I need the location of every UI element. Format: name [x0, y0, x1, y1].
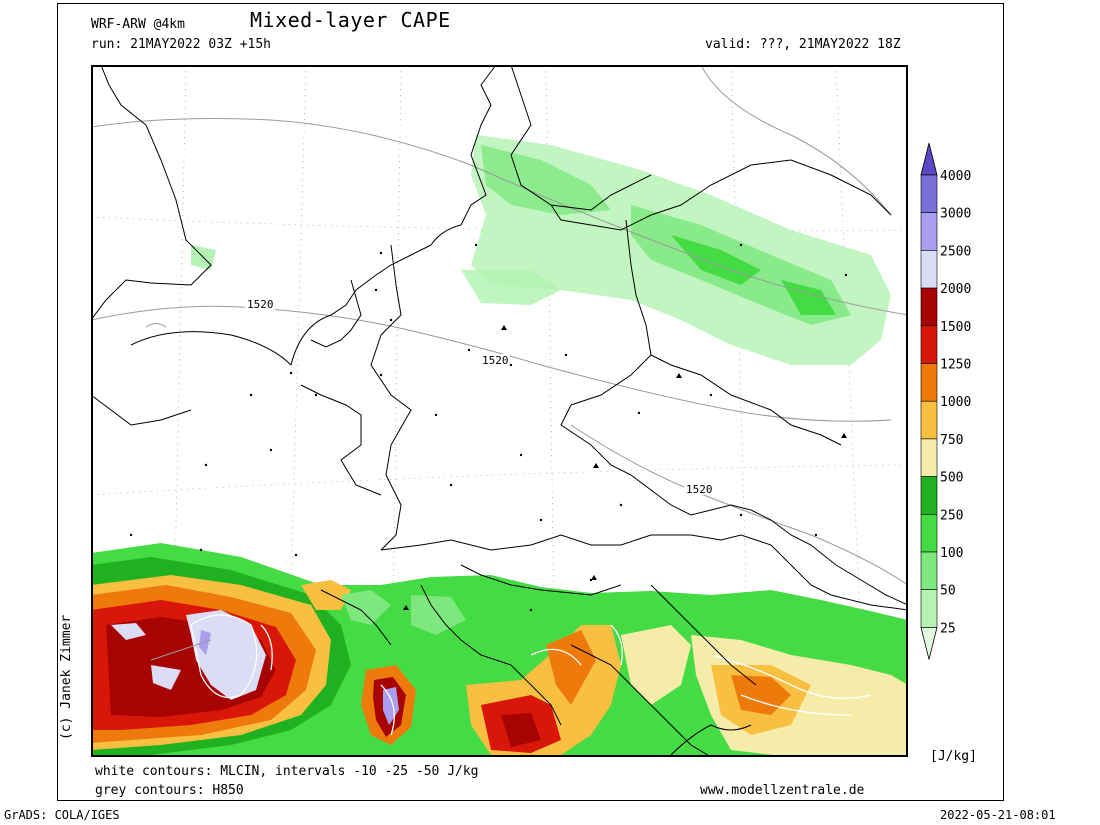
figure-frame: [57, 3, 1004, 801]
cape-south-field: [91, 543, 908, 757]
grey-contours-note: grey contours: H850: [95, 783, 244, 798]
legend-labels: 25 50 100 250 500 750 1000 1250 1500 2000 2500 3000…: [940, 169, 971, 636]
cape-map: 1520 1520 1520: [91, 65, 908, 757]
legend-swatch: [920, 250, 938, 289]
legend-label: 250: [940, 508, 963, 523]
run-label: run: 21MAY2022 03Z +15h: [91, 37, 272, 52]
legend-swatch: [920, 400, 938, 440]
legend-swatch: [920, 476, 938, 515]
color-legend: 25 50 100 250 500 750 1000 1250 1500 2000 2500 3000…: [920, 142, 971, 660]
legend-swatch: [920, 551, 938, 591]
city-markers: [129, 243, 848, 612]
legend-label: 750: [940, 433, 963, 448]
timestamp: 2022-05-21-08:01: [940, 808, 1056, 822]
legend-label: 3000: [940, 207, 971, 222]
contour-label-1520: 1520: [686, 483, 713, 496]
legend-label: 1000: [940, 395, 971, 410]
legend-label: 500: [940, 471, 963, 486]
map-border: [91, 65, 908, 757]
white-contours-note: white contours: MLCIN, intervals -10 -25…: [95, 764, 479, 779]
legend-swatch: [920, 513, 938, 553]
legend-swatches: [920, 142, 938, 660]
legend-label: 100: [940, 546, 963, 561]
contour-labels: 1520 1520 1520: [245, 298, 714, 496]
legend-swatch: [920, 363, 938, 402]
h850-contours: [91, 65, 908, 661]
page-title: Mixed-layer CAPE: [250, 8, 451, 32]
website-link[interactable]: www.modellzentrale.de: [700, 783, 865, 798]
legend-label: 2000: [940, 282, 971, 297]
legend-label: 1500: [940, 320, 971, 335]
legend-arrow-bottom: [920, 627, 938, 660]
borders: [91, 65, 908, 757]
legend-label: 2500: [940, 244, 971, 259]
legend-swatch: [920, 287, 938, 327]
legend-label: 4000: [940, 169, 971, 184]
contour-label-1520: 1520: [482, 354, 509, 367]
legend-swatch: [920, 174, 938, 214]
legend-swatch: [920, 325, 938, 364]
legend-swatch: [920, 438, 938, 477]
valid-label: valid: ???, 21MAY2022 18Z: [705, 37, 901, 52]
contour-label-1520: 1520: [247, 298, 274, 311]
legend-arrow-top: [920, 142, 938, 176]
legend-label: 25: [940, 621, 956, 636]
legend-label: 50: [940, 584, 956, 599]
mlcin-contours: [190, 614, 872, 736]
legend-label: 1250: [940, 358, 971, 373]
legend-unit: [J/kg]: [930, 749, 977, 764]
copyright-label: (c) Janek Zimmer: [59, 614, 74, 740]
legend-swatch: [920, 212, 938, 251]
grads-credit: GrADS: COLA/IGES: [4, 808, 120, 822]
model-label: WRF-ARW @4km: [91, 17, 185, 32]
legend-swatch: [920, 589, 938, 628]
